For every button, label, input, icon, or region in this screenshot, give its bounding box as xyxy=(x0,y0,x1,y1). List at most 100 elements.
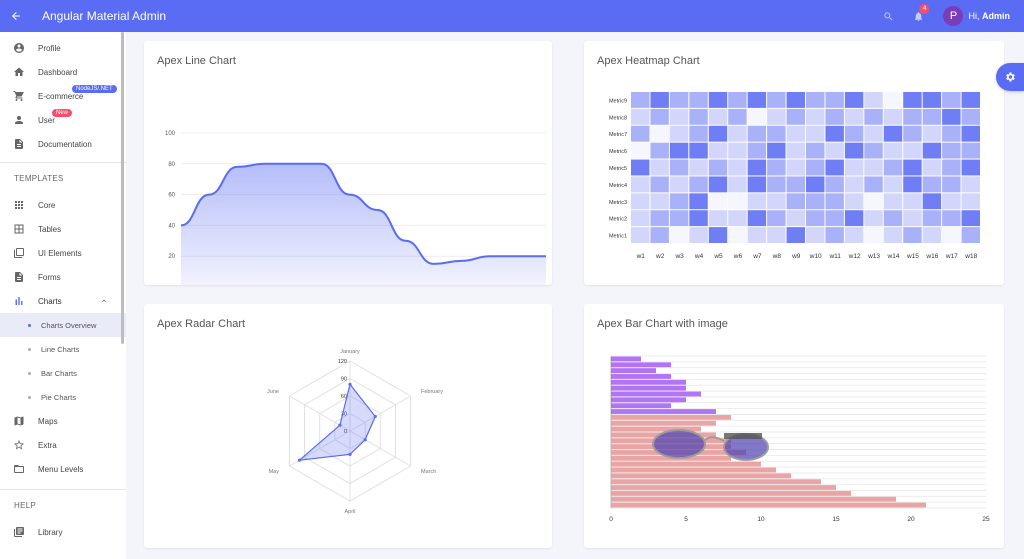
heatmap-cell xyxy=(650,176,669,193)
sidebar-subitem-label: Line Charts xyxy=(41,344,80,354)
sidebar-item-dashboard[interactable]: Dashboard xyxy=(0,60,126,84)
heatmap-cell xyxy=(689,125,708,142)
bar xyxy=(611,362,671,368)
column-label: w17 xyxy=(945,253,958,260)
sidebar-scrollbar[interactable] xyxy=(121,32,124,344)
heatmap-cell xyxy=(708,92,728,108)
column-label: w11 xyxy=(828,253,841,260)
heatmap-cell xyxy=(942,176,961,193)
heatmap-cell xyxy=(903,159,922,176)
bar xyxy=(611,485,836,490)
bullet-icon xyxy=(28,395,31,399)
bullet-icon xyxy=(28,347,31,351)
settings-fab[interactable] xyxy=(996,63,1024,91)
heatmap-cell xyxy=(961,210,980,227)
sidebar-subitem-label: Bar Charts xyxy=(41,368,77,378)
heatmap-cell xyxy=(747,210,767,227)
heatmap-cell xyxy=(864,193,883,210)
heatmap-cell xyxy=(864,92,883,108)
heatmap-chart: Metric1 Metric2 Metric3 Metric4 Metric5 Metri… xyxy=(609,92,980,260)
heatmap-cell xyxy=(961,142,980,159)
heatmap-cell xyxy=(825,92,844,108)
bar xyxy=(611,502,926,508)
library-icon xyxy=(12,525,26,539)
sidebar-item-label: User xyxy=(38,115,55,125)
sidebar-item-label: Documentation xyxy=(38,139,92,149)
document-icon xyxy=(12,137,26,151)
heatmap-cell xyxy=(747,92,767,108)
sidebar-item-menu-levels[interactable]: Menu Levels xyxy=(0,457,126,481)
sidebar-item-ecommerce[interactable]: E-commerce NodeJS/.NET xyxy=(0,84,126,108)
heatmap-cell xyxy=(961,176,980,193)
row-label: Metric1 xyxy=(609,234,627,240)
sidebar-item-library[interactable]: Library xyxy=(0,520,126,544)
heatmap-cell xyxy=(825,227,844,243)
heatmap-cell xyxy=(728,142,747,159)
sidebar-item-label: Profile xyxy=(38,43,61,53)
search-button[interactable] xyxy=(873,0,903,32)
heatmap-cell xyxy=(728,108,747,125)
heatmap-cell xyxy=(806,227,825,243)
sidebar-item-extra[interactable]: Extra xyxy=(0,433,126,457)
heatmap-cell xyxy=(728,193,747,210)
back-button[interactable] xyxy=(0,0,32,32)
sidebar-item-documentation[interactable]: Documentation xyxy=(0,132,126,156)
sidebar-item-profile[interactable]: Profile xyxy=(0,36,126,60)
notifications-button[interactable]: 4 xyxy=(903,0,933,32)
sidebar-subitem-charts-overview[interactable]: Charts Overview xyxy=(0,313,126,337)
row-label: Metric2 xyxy=(609,217,627,223)
sidebar-subitem-pie-charts[interactable]: Pie Charts xyxy=(0,385,126,409)
x-tick-label: 0 xyxy=(609,516,613,523)
heatmap-cell xyxy=(728,159,747,176)
heatmap-cell xyxy=(825,142,844,159)
heatmap-cell xyxy=(747,176,767,193)
bar xyxy=(611,479,821,485)
heatmap-cell xyxy=(689,210,708,227)
column-label: w1 xyxy=(636,253,646,260)
heatmap-cell xyxy=(728,92,747,108)
sidebar-item-maps[interactable]: Maps xyxy=(0,409,126,433)
card-title: Apex Heatmap Chart xyxy=(597,55,700,67)
heatmap-cell xyxy=(631,227,650,243)
person-icon xyxy=(12,113,26,127)
column-label: w6 xyxy=(733,253,743,260)
bar-chart: 0 5 10 15 20 25 xyxy=(609,355,990,523)
sidebar-item-core[interactable]: Core xyxy=(0,193,126,217)
heatmap-cell xyxy=(806,125,825,142)
bar xyxy=(611,496,896,502)
bar xyxy=(611,490,851,496)
map-icon xyxy=(12,414,26,428)
heatmap-cell xyxy=(903,142,922,159)
heatmap-cell xyxy=(631,193,650,210)
heatmap-cell xyxy=(650,142,669,159)
heatmap-cell xyxy=(747,142,767,159)
bar-chart-icon xyxy=(12,294,26,308)
avatar[interactable]: P xyxy=(943,6,964,26)
heatmap-cell xyxy=(903,125,922,142)
sidebar-item-user[interactable]: User New xyxy=(0,108,126,132)
sidebar-item-forms[interactable]: Forms xyxy=(0,265,126,289)
sidebar-subitem-bar-charts[interactable]: Bar Charts xyxy=(0,361,126,385)
heatmap-cell xyxy=(883,142,903,159)
card-title: Apex Line Chart xyxy=(157,55,236,67)
heatmap-cell xyxy=(961,227,980,243)
sidebar-subitem-line-charts[interactable]: Line Charts xyxy=(0,337,126,361)
heatmap-cell xyxy=(825,159,844,176)
heatmap-cell xyxy=(942,108,961,125)
sidebar-item-tables[interactable]: Tables xyxy=(0,217,126,241)
bullet-icon xyxy=(28,323,31,327)
sidebar-item-ui-elements[interactable]: UI Elements xyxy=(0,241,126,265)
user-greeting[interactable]: Hi, Admin xyxy=(968,11,1010,21)
heatmap-cell xyxy=(844,108,864,125)
heatmap-cell xyxy=(883,227,903,243)
y-tick-label: 60 xyxy=(168,193,175,199)
sidebar-item-charts[interactable]: Charts xyxy=(0,289,126,313)
heatmap-cell xyxy=(669,193,689,210)
new-badge: New xyxy=(52,109,73,117)
heatmap-cell xyxy=(631,210,650,227)
heatmap-cell xyxy=(669,142,689,159)
bar xyxy=(611,391,701,397)
heatmap-cell xyxy=(903,227,922,243)
heatmap-cell xyxy=(728,125,747,142)
heatmap-cell xyxy=(669,210,689,227)
